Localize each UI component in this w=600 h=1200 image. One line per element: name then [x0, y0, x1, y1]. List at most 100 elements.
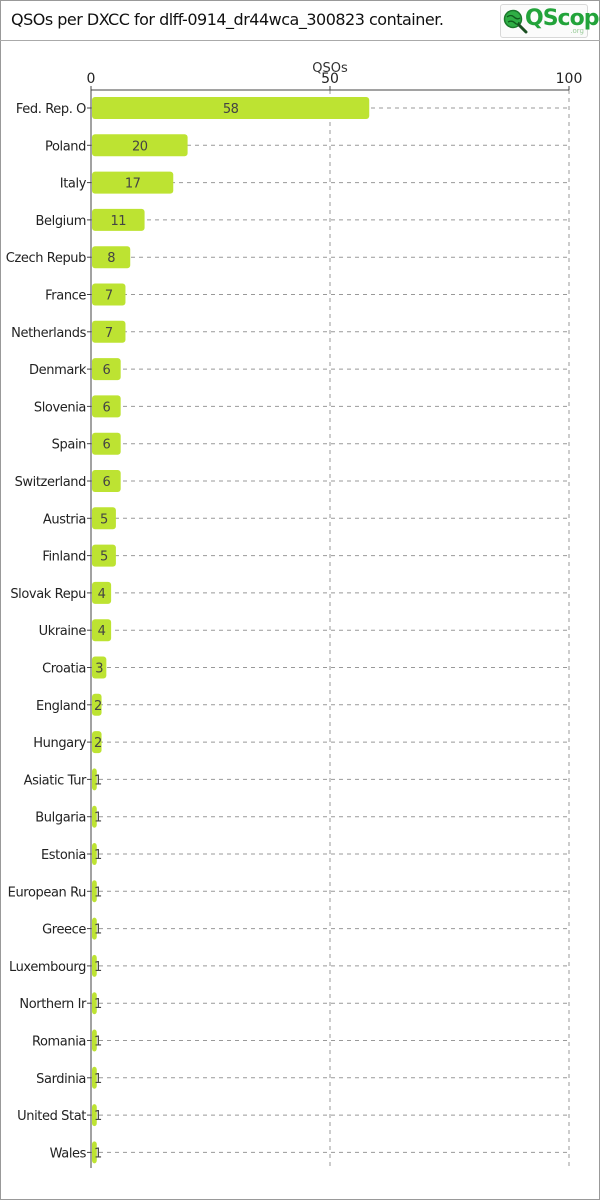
category-label: England: [36, 699, 86, 714]
category-label: European Ru: [8, 885, 87, 900]
category-label: Spain: [52, 438, 86, 453]
bar: [92, 171, 174, 194]
value-label: 1: [94, 923, 102, 938]
logo-suffix: .org: [570, 27, 584, 35]
x-tick-label: 50: [321, 71, 339, 87]
category-label: Wales: [50, 1146, 87, 1161]
value-label: 8: [107, 251, 115, 266]
bar: [92, 283, 126, 306]
bar: [92, 731, 102, 754]
category-label: Fed. Rep. O: [16, 102, 86, 117]
category-label: Slovenia: [34, 400, 86, 415]
category-label: Hungary: [33, 736, 86, 751]
bar: [92, 1066, 97, 1089]
value-label: 58: [223, 102, 239, 117]
value-label: 1: [94, 773, 102, 788]
category-label: Greece: [42, 923, 86, 938]
bar: [92, 507, 116, 530]
value-label: 1: [94, 1072, 102, 1087]
bar: [92, 544, 116, 567]
category-label: United Stat: [17, 1109, 86, 1124]
category-label: Ukraine: [39, 624, 87, 639]
bar: [92, 954, 97, 977]
bar: [92, 320, 126, 343]
qscope-logo[interactable]: QScope .org: [500, 4, 600, 38]
category-label: Slovak Repu: [10, 587, 86, 602]
value-label: 1: [94, 1146, 102, 1161]
value-label: 3: [95, 662, 103, 677]
value-label: 11: [111, 214, 127, 229]
bar: [92, 134, 188, 157]
header-divider: [0, 40, 600, 41]
category-label: Poland: [45, 139, 86, 154]
bar: [92, 246, 131, 269]
category-label: Belgium: [36, 214, 87, 229]
category-label: Bulgaria: [35, 811, 86, 826]
axis-layer: 0 50 100 Fed. Rep. O Poland Italy Belgium Czech…: [6, 71, 583, 1168]
bar: [92, 358, 121, 381]
value-label: 1: [94, 960, 102, 975]
bar: [92, 843, 97, 865]
x-tick-label: 0: [87, 71, 96, 87]
value-label: 1: [94, 997, 102, 1012]
bar: [92, 1104, 97, 1127]
value-label: 20: [132, 139, 148, 154]
value-label: 1: [94, 885, 102, 900]
category-label: Estonia: [41, 848, 86, 863]
grid-layer: [91, 90, 570, 1168]
bar: [92, 805, 97, 828]
bar: [92, 992, 97, 1015]
category-label: Finland: [42, 550, 86, 565]
category-label: Romania: [32, 1035, 86, 1050]
value-label: 4: [98, 624, 106, 639]
category-label: Italy: [60, 177, 87, 192]
value-label: 7: [105, 289, 113, 304]
category-label: Luxembourg: [9, 960, 86, 975]
value-label: 4: [98, 587, 106, 602]
value-label: 2: [94, 736, 102, 751]
value-label: 2: [94, 699, 102, 714]
category-label: Northern Ir: [19, 997, 87, 1012]
bar: [92, 768, 97, 791]
value-label: 6: [102, 475, 110, 490]
bar: [92, 581, 112, 604]
value-label: 6: [102, 363, 110, 378]
magnifier-globe-icon: [503, 9, 528, 34]
x-tick-label: 100: [556, 71, 583, 87]
bar: [92, 619, 112, 642]
bar: [92, 395, 121, 418]
x-axis-title: QSOs: [312, 61, 348, 76]
value-label: 1: [94, 811, 102, 826]
category-label: Asiatic Tur: [24, 773, 87, 788]
value-label: 1: [94, 1109, 102, 1124]
value-label: 17: [125, 177, 141, 192]
category-label: France: [45, 289, 86, 304]
category-label: Czech Repub: [6, 251, 86, 266]
bar: [92, 97, 370, 119]
category-label: Austria: [43, 512, 86, 527]
bar: [92, 656, 107, 679]
bar: [92, 880, 97, 903]
category-label: Sardinia: [36, 1072, 86, 1087]
value-label: 6: [102, 400, 110, 415]
category-label: Denmark: [29, 363, 87, 378]
value-label: 5: [100, 512, 108, 527]
value-label: 1: [94, 848, 102, 863]
bar: [92, 693, 102, 716]
value-label: 7: [105, 326, 113, 341]
bar: [92, 432, 121, 455]
category-label: Croatia: [42, 662, 86, 677]
value-label: 5: [100, 550, 108, 565]
bar: [92, 470, 121, 492]
category-label: Switzerland: [15, 475, 87, 490]
logo-wordmark: QScope: [525, 6, 600, 31]
bar: [92, 208, 145, 231]
category-label: Netherlands: [11, 326, 86, 341]
bar: [92, 917, 97, 940]
value-label: 6: [102, 438, 110, 453]
chart-title: QSOs per DXCC for dlff-0914_dr44wca_3008…: [11, 10, 444, 29]
bar: [92, 1141, 97, 1164]
bar: [92, 1029, 97, 1052]
